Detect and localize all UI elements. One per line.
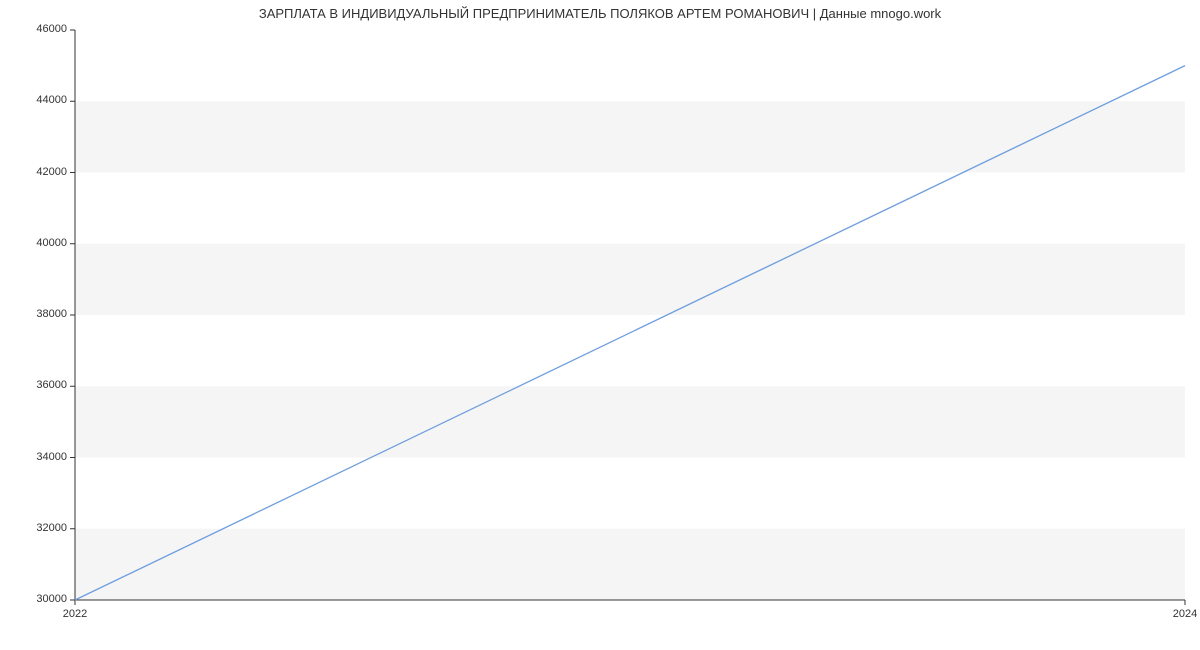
y-tick-label: 32000	[7, 522, 67, 534]
grid-band	[75, 386, 1185, 457]
plot-svg	[0, 0, 1200, 650]
grid-band	[75, 244, 1185, 315]
x-tick-label: 2022	[63, 608, 87, 620]
y-tick-label: 40000	[7, 237, 67, 249]
grid-band	[75, 101, 1185, 172]
x-tick-label: 2024	[1173, 608, 1197, 620]
y-tick-label: 42000	[7, 166, 67, 178]
y-tick-label: 30000	[7, 593, 67, 605]
y-tick-label: 36000	[7, 379, 67, 391]
y-tick-label: 46000	[7, 23, 67, 35]
y-tick-label: 44000	[7, 94, 67, 106]
y-tick-label: 34000	[7, 451, 67, 463]
salary-line-chart: ЗАРПЛАТА В ИНДИВИДУАЛЬНЫЙ ПРЕДПРИНИМАТЕЛ…	[0, 0, 1200, 650]
y-tick-label: 38000	[7, 308, 67, 320]
grid-band	[75, 529, 1185, 600]
